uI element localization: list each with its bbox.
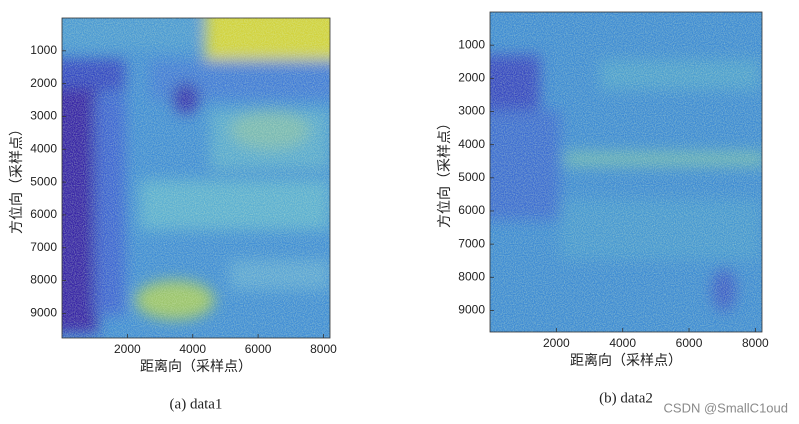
- x-tick-label: 4000: [179, 342, 206, 356]
- image-noise: [490, 12, 762, 332]
- y-tick-label: 2000: [30, 76, 57, 90]
- x-tick-label: 6000: [245, 342, 272, 356]
- y-tick-label: 2000: [458, 70, 485, 84]
- axes-box: [489, 11, 763, 333]
- watermark: CSDN @SmallC1oud: [664, 400, 788, 415]
- y-tick-label: 9000: [458, 303, 485, 317]
- x-tick-label: 6000: [676, 336, 703, 350]
- image-1: [62, 18, 330, 338]
- x-axis-label: 距离向（采样点）: [140, 358, 252, 375]
- caption: (a) data1: [170, 396, 223, 412]
- x-tick-label: 2000: [543, 336, 570, 350]
- y-tick-label: 1000: [30, 43, 57, 57]
- y-tick-label: 3000: [30, 109, 57, 123]
- x-tick-label: 8000: [310, 342, 337, 356]
- x-tick-label: 4000: [609, 336, 636, 350]
- y-axis-label: 方位向（采样点）: [437, 116, 453, 228]
- y-tick-label: 8000: [458, 269, 485, 283]
- y-tick-label: 5000: [458, 170, 485, 184]
- y-tick-label: 7000: [458, 236, 485, 250]
- y-tick-label: 5000: [30, 174, 57, 188]
- caption: (b) data2: [599, 390, 653, 406]
- y-tick-label: 4000: [30, 141, 57, 155]
- y-tick-label: 9000: [30, 306, 57, 320]
- axes-box: [61, 17, 331, 339]
- x-tick-label: 2000: [114, 342, 141, 356]
- x-tick-label: 8000: [742, 336, 769, 350]
- y-tick-label: 3000: [458, 104, 485, 118]
- image-noise: [62, 18, 330, 338]
- image-2: [490, 12, 762, 332]
- y-axis-label: 方位向（采样点）: [9, 122, 25, 234]
- x-axis-label: 距离向（采样点）: [570, 352, 682, 369]
- y-tick-label: 6000: [458, 203, 485, 217]
- y-tick-label: 8000: [30, 273, 57, 287]
- y-tick-label: 7000: [30, 240, 57, 254]
- y-tick-label: 6000: [30, 207, 57, 221]
- y-tick-label: 1000: [458, 37, 485, 51]
- y-tick-label: 4000: [458, 137, 485, 151]
